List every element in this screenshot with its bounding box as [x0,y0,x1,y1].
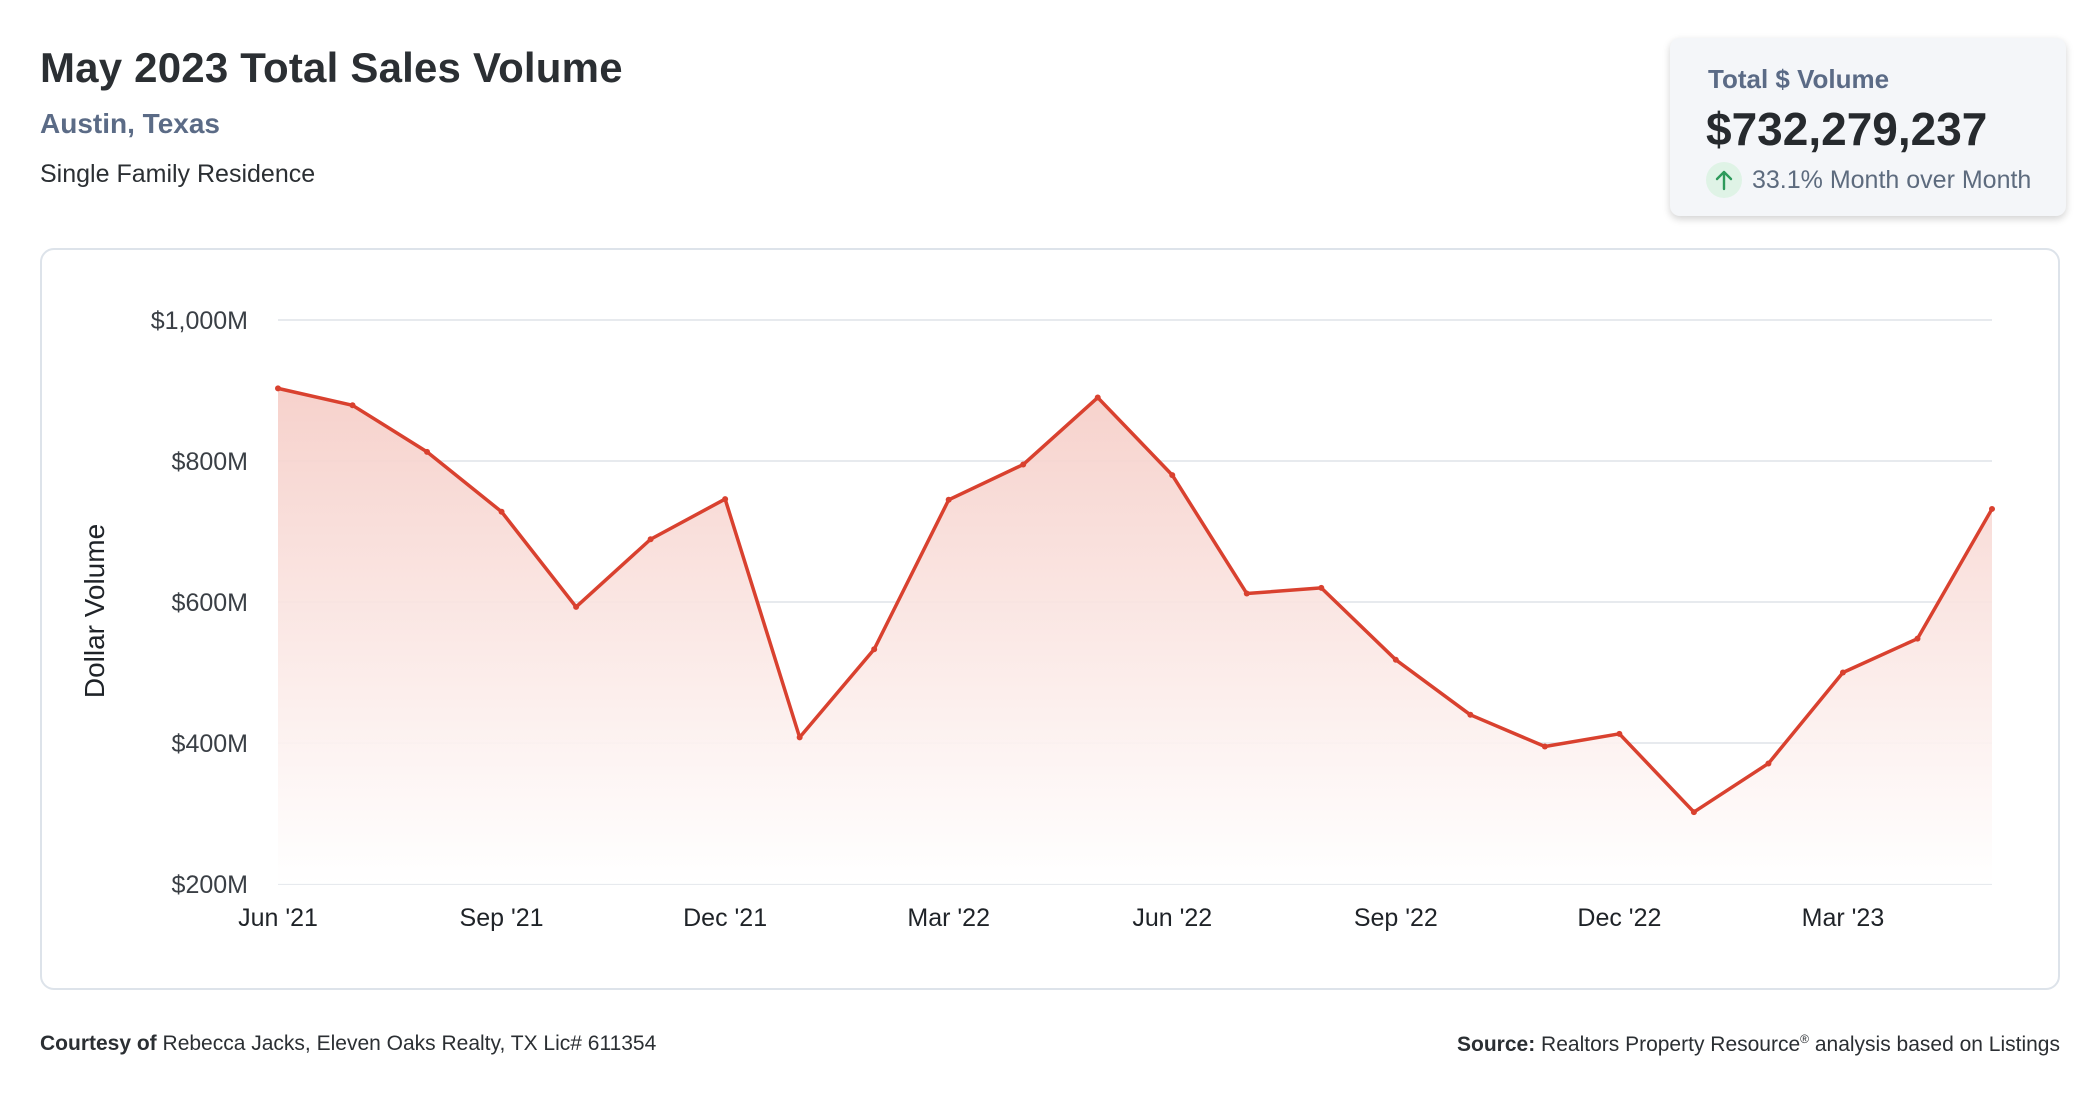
data-point [349,402,356,409]
y-axis-label: Dollar Volume [79,524,110,698]
registered-mark: ® [1800,1032,1809,1046]
page-title: May 2023 Total Sales Volume [40,44,623,91]
property-type-subtitle: Single Family Residence [40,160,316,188]
data-point [1690,809,1697,816]
x-tick-label: Sep '22 [1354,904,1438,932]
data-point [1541,743,1548,750]
x-tick-label: Mar '22 [907,904,990,932]
data-point [871,646,878,653]
sales-volume-chart: $200M $400M $600M $800M $1,000M Jun '21 Sep '… [79,307,1995,932]
data-point [1616,730,1623,737]
source-note: Source: Realtors Property Resource® anal… [1457,1032,2060,1057]
data-point [1094,394,1101,401]
location-subtitle: Austin, Texas [40,108,220,139]
chart-card: $200M $400M $600M $800M $1,000M Jun '21 Sep '… [40,248,2060,990]
data-point [1839,669,1846,676]
data-point [573,603,580,610]
source-label: Source: [1457,1033,1536,1056]
y-tick-label: $1,000M [151,307,248,335]
source-text: Realtors Property Resource [1541,1033,1801,1056]
data-point [1989,505,1995,512]
total-volume-label: Total $ Volume [1708,64,1890,94]
x-tick-label: Jun '21 [238,904,318,932]
x-tick-label: Mar '23 [1802,904,1885,932]
data-point [424,448,431,455]
month-over-month-change: 33.1% Month over Month [1706,162,2031,198]
y-tick-label: $200M [172,871,248,899]
change-text: 33.1% Month over Month [1752,165,2032,194]
y-tick-label: $400M [172,730,248,758]
x-tick-label: Sep '21 [460,904,544,932]
data-point [498,508,505,515]
area-fill [278,388,1992,884]
x-tick-label: Jun '22 [1132,904,1212,932]
series-line [276,386,1994,814]
total-volume-value: $732,279,237 [1706,103,1988,155]
x-tick-label: Dec '22 [1577,904,1661,932]
y-tick-label: $600M [172,589,248,617]
data-point [1914,635,1921,642]
total-volume-card: Total $ Volume $732,279,237 33.1% Month … [1670,38,2066,216]
y-tick-label: $800M [172,448,248,476]
courtesy-note: Courtesy of Rebecca Jacks, Eleven Oaks R… [40,1032,656,1056]
data-point [1392,656,1399,663]
data-point [1243,590,1250,597]
data-point [1020,461,1027,468]
courtesy-label: Courtesy of [40,1032,157,1055]
data-point [1169,472,1176,479]
data-point [1467,711,1474,718]
x-tick-label: Dec '21 [683,904,767,932]
data-point [1765,760,1772,767]
data-point [796,734,803,741]
data-point [945,496,952,503]
courtesy-text: Rebecca Jacks, Eleven Oaks Realty, TX Li… [162,1032,657,1055]
data-point [1318,584,1325,591]
data-point [647,536,654,543]
arrow-up-icon [1706,162,1742,198]
source-text-suffix: analysis based on Listings [1809,1033,2060,1056]
data-point [722,496,729,503]
data-point [275,385,281,392]
